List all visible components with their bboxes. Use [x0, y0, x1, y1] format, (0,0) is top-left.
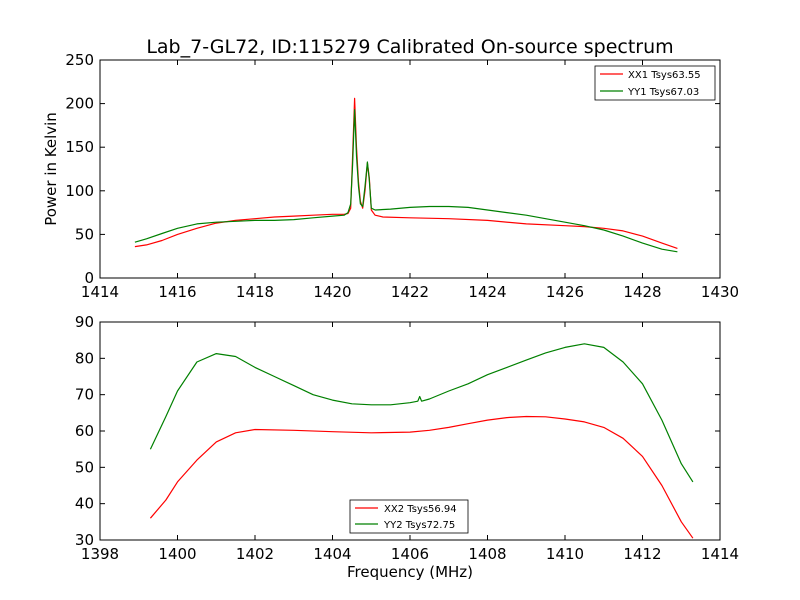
top-plot-x-tick-label: 1422 — [391, 283, 429, 301]
legend-label-yy2: YY2 Tsys72.75 — [383, 520, 455, 531]
bottom-plot-series-1-line — [149, 343, 694, 483]
top-plot-y-tick-label: 250 — [65, 51, 94, 69]
top-plot-x-tick-label: 1426 — [546, 283, 584, 301]
top-plot-y-tick-label: 0 — [84, 269, 94, 287]
top-plot-x-tick-label: 1420 — [313, 283, 351, 301]
top-plot-x-tick-label: 1418 — [236, 283, 274, 301]
bottom-plot-x-ticks: 1398 1400 1402 1404 1406 1408 1410 1412 1414 — [81, 322, 739, 563]
bottom-plot-x-tick-label: 1408 — [468, 545, 506, 563]
bottom-plot-lines — [149, 343, 694, 539]
bottom-plot: 1398 1400 1402 1404 1406 1408 1410 1412 1414 30 4… — [75, 313, 739, 581]
bottom-plot-x-tick-label: 1412 — [623, 545, 661, 563]
bottom-plot-y-ticks: 30 40 50 60 70 80 90 — [75, 313, 720, 549]
top-plot-x-ticks: 1414 1416 1418 1420 1422 1424 1426 1428 1430 — [81, 60, 739, 301]
top-plot-x-tick-label: 1428 — [623, 283, 661, 301]
legend-label-xx1: XX1 Tsys63.55 — [628, 70, 701, 81]
top-plot-x-tick-label: 1424 — [468, 283, 506, 301]
bottom-plot-x-tick-label: 1406 — [391, 545, 429, 563]
top-plot-y-tick-label: 200 — [65, 95, 94, 113]
bottom-plot-x-tick-label: 1398 — [81, 545, 119, 563]
bottom-plot-y-tick-label: 50 — [75, 458, 94, 476]
bottom-plot-series-0-line — [149, 415, 694, 539]
top-plot-y-tick-label: 100 — [65, 182, 94, 200]
top-plot-y-tick-label: 150 — [65, 138, 94, 156]
legend-label-xx2: XX2 Tsys56.94 — [384, 504, 457, 515]
top-plot-lines — [134, 97, 678, 253]
top-plot-x-tick-label: 1416 — [158, 283, 196, 301]
bottom-plot-x-tick-label: 1400 — [158, 545, 196, 563]
top-plot-x-tick-label: 1430 — [701, 283, 739, 301]
top-plot-y-label: Power in Kelvin — [42, 112, 60, 226]
top-plot-y-ticks: 0 50 100 150 200 250 — [65, 51, 720, 287]
top-plot-x-tick-label: 1414 — [81, 283, 119, 301]
bottom-plot-x-tick-label: 1414 — [701, 545, 739, 563]
bottom-plot-y-tick-label: 90 — [75, 313, 94, 331]
bottom-plot-y-tick-label: 60 — [75, 422, 94, 440]
legend-label-yy1: YY1 Tsys67.03 — [627, 87, 699, 98]
bottom-plot-x-tick-label: 1410 — [546, 545, 584, 563]
top-plot-series-1-line — [134, 109, 678, 253]
bottom-plot-y-tick-label: 40 — [75, 495, 94, 513]
bottom-plot-legend: XX2 Tsys56.94 YY2 Tsys72.75 — [349, 499, 469, 534]
top-plot: 1414 1416 1418 1420 1422 1424 1426 1428 1430 0 50… — [42, 51, 739, 301]
bottom-plot-y-tick-label: 70 — [75, 386, 94, 404]
bottom-plot-x-tick-label: 1404 — [313, 545, 351, 563]
bottom-plot-x-label: Frequency (MHz) — [347, 563, 473, 581]
figure-title: Lab_7-GL72, ID:115279 Calibrated On-sour… — [146, 36, 673, 58]
bottom-plot-y-tick-label: 80 — [75, 349, 94, 367]
bottom-plot-x-tick-label: 1402 — [236, 545, 274, 563]
top-plot-y-tick-label: 50 — [75, 225, 94, 243]
bottom-plot-y-tick-label: 30 — [75, 531, 94, 549]
top-plot-legend: XX1 Tsys63.55 YY1 Tsys67.03 — [594, 65, 716, 101]
